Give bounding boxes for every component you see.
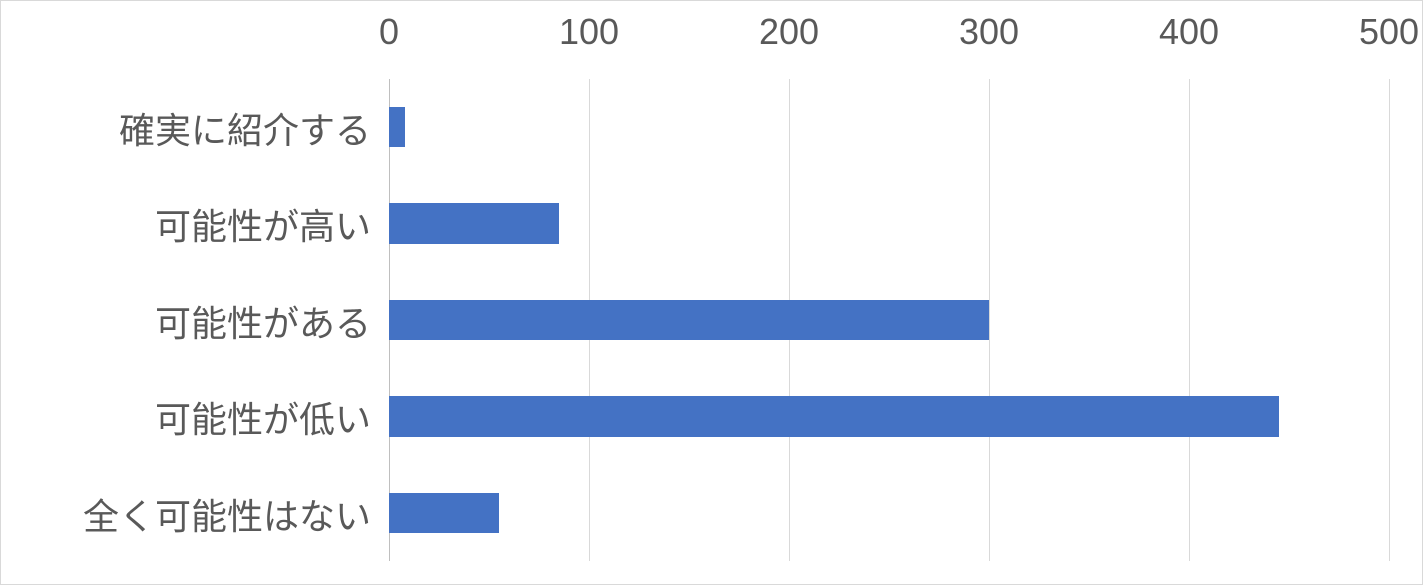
bar: [389, 107, 405, 147]
gridline: [1389, 79, 1390, 561]
y-axis-label: 可能性が低い: [21, 391, 371, 443]
bar-row: [389, 107, 1389, 147]
x-tick-label: 400: [1159, 11, 1219, 53]
x-tick-label: 100: [559, 11, 619, 53]
x-tick-label: 200: [759, 11, 819, 53]
y-axis-label: 可能性が高い: [21, 198, 371, 250]
bar: [389, 396, 1279, 436]
bar-row: [389, 493, 1389, 533]
y-axis-label: 可能性がある: [21, 295, 371, 347]
y-axis-label: 全く可能性はない: [21, 488, 371, 540]
bar: [389, 300, 989, 340]
x-tick-label: 300: [959, 11, 1019, 53]
bar: [389, 203, 559, 243]
chart-inner: 確実に紹介する可能性が高い可能性がある可能性が低い全く可能性はない 0 100 20…: [1, 1, 1422, 584]
y-axis-label: 確実に紹介する: [21, 102, 371, 154]
bar: [389, 493, 499, 533]
bar-row: [389, 396, 1389, 436]
plot-area: [389, 79, 1389, 561]
chart-container: 確実に紹介する可能性が高い可能性がある可能性が低い全く可能性はない 0 100 20…: [0, 0, 1423, 585]
bar-row: [389, 203, 1389, 243]
x-tick-label: 500: [1359, 11, 1419, 53]
x-tick-label: 0: [379, 11, 399, 53]
bar-row: [389, 300, 1389, 340]
y-axis-labels: 確実に紹介する可能性が高い可能性がある可能性が低い全く可能性はない: [21, 79, 371, 561]
